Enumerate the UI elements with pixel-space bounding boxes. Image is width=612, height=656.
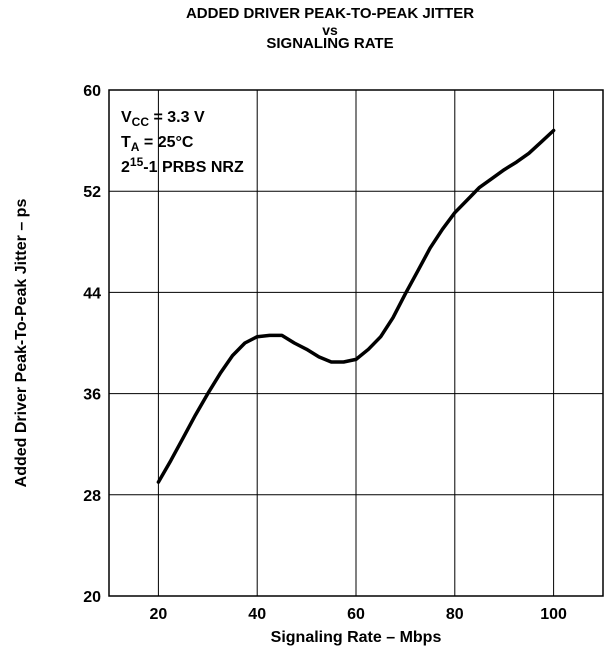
x-axis-label: Signaling Rate – Mbps	[271, 629, 442, 646]
chart-title-line-2: vs	[322, 22, 338, 38]
x-tick-label: 60	[347, 606, 365, 623]
y-tick-labels: 20 28 36 44 52 60	[83, 83, 101, 606]
plot-frame	[108, 89, 604, 597]
x-tick-label: 40	[248, 606, 266, 623]
y-tick-label: 60	[83, 83, 101, 100]
y-tick-label: 20	[83, 589, 101, 606]
series-line	[156, 128, 556, 484]
y-axis-label: Added Driver Peak-To-Peak Jitter – ps	[13, 199, 30, 488]
chart-title-line-1: ADDED DRIVER PEAK-TO-PEAK JITTER	[185, 5, 475, 22]
annotation-line: 215-1 PRBS NRZ	[121, 155, 244, 176]
x-tick-label: 20	[150, 606, 168, 623]
x-tick-label: 80	[446, 606, 464, 623]
series-layer	[156, 128, 556, 484]
x-tick-labels: 20 40 60 80 100	[150, 606, 568, 623]
y-tick-label: 52	[83, 184, 101, 201]
annotation-line: TA = 25°C	[121, 134, 194, 154]
annotation-line: VCC = 3.3 V	[121, 109, 205, 129]
y-tick-label: 28	[83, 488, 101, 505]
y-tick-label: 36	[83, 387, 101, 404]
x-tick-label: 100	[540, 606, 567, 623]
chart-title-line-3: SIGNALING RATE	[266, 35, 394, 52]
y-tick-label: 44	[83, 285, 101, 302]
